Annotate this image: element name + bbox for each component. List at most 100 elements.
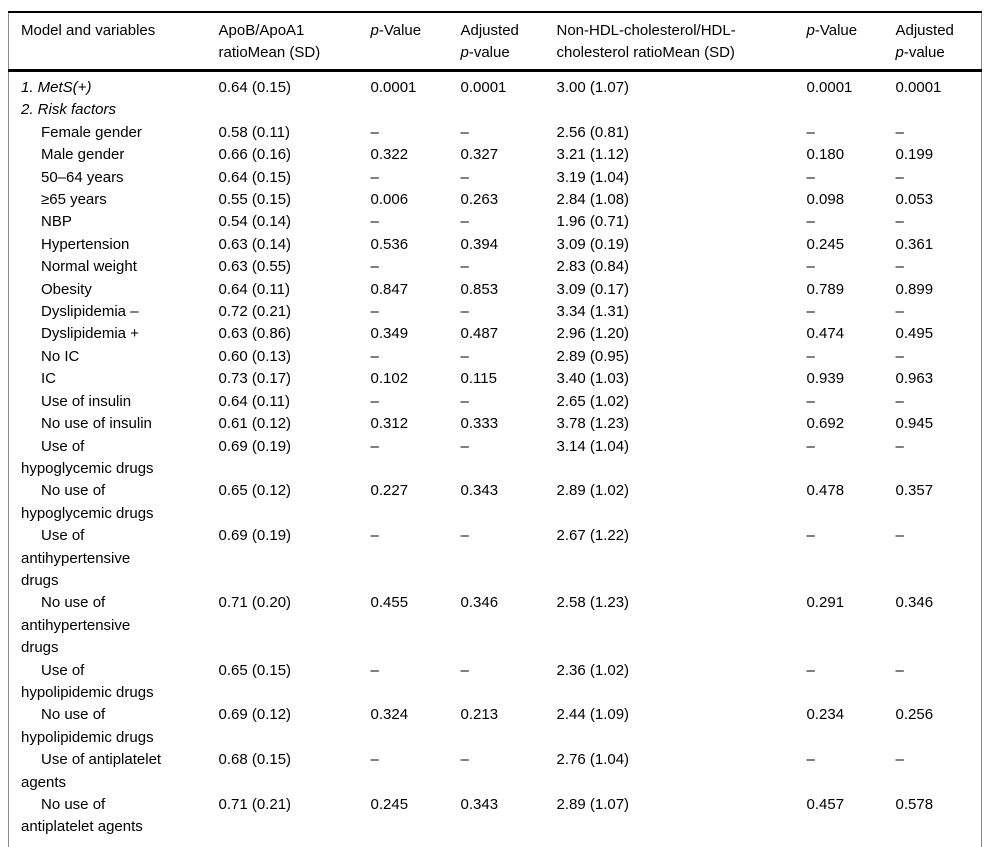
value-cell: 0.006 — [370, 191, 409, 209]
value-cell: 2.96 (1.20) — [556, 325, 630, 343]
value-cell: 2.58 (1.23) — [556, 594, 630, 612]
value-cell: 0.324 — [370, 706, 409, 724]
value-cell: – — [460, 213, 469, 231]
value-cell: 3.09 (0.17) — [556, 280, 630, 298]
value-cell: 0.69 (0.19) — [218, 527, 292, 545]
value-cell: – — [895, 527, 904, 545]
value-cell: 0.789 — [806, 280, 845, 298]
value-cell: – — [806, 527, 815, 545]
value-cell: 0.945 — [895, 415, 934, 433]
value-cell: – — [460, 168, 469, 186]
value-cell: 0.69 (0.19) — [218, 437, 292, 455]
value-cell: 0.263 — [460, 191, 499, 209]
value-cell: – — [460, 258, 469, 276]
value-cell: – — [895, 347, 904, 365]
value-cell: 0.394 — [460, 235, 499, 253]
row-label: 50–64 years — [41, 168, 124, 186]
value-cell: – — [895, 303, 904, 321]
value-cell: 0.312 — [370, 415, 409, 433]
value-cell: 2.44 (1.09) — [556, 706, 630, 724]
value-cell: 0.578 — [895, 796, 934, 813]
value-cell: 3.09 (0.19) — [556, 235, 630, 253]
value-cell: 0.65 (0.15) — [218, 661, 292, 679]
row-label: ≥65 years — [41, 191, 107, 209]
p-symbol: p — [806, 22, 815, 39]
value-cell: 0.899 — [895, 280, 934, 298]
value-cell: 0.0001 — [806, 79, 853, 96]
value-cell: 0.053 — [895, 191, 934, 209]
value-cell: 0.199 — [895, 146, 934, 164]
value-cell: – — [370, 168, 379, 186]
value-cell: 0.349 — [370, 325, 409, 343]
value-cell: 2.65 (1.02) — [556, 392, 630, 410]
value-cell: 2.67 (1.22) — [556, 527, 630, 545]
value-cell: 0.291 — [806, 594, 845, 612]
table-row: Dyslipidemia – 0.72 (0.21) – – 3.34 (1.31) – – — [9, 301, 982, 323]
value-cell: 0.69 (0.12) — [218, 706, 292, 724]
value-cell: 3.78 (1.23) — [556, 415, 630, 433]
header-apob-apoa1-ratio: ApoB/ApoA1 ratioMean (SD) — [206, 12, 359, 72]
value-cell — [884, 99, 982, 121]
value-cell: 0.54 (0.14) — [218, 213, 292, 231]
value-cell: 0.346 — [460, 594, 499, 612]
p-value-suffix: -value — [903, 44, 945, 61]
value-cell: 0.71 (0.20) — [218, 594, 292, 612]
table-row: No use of antihypertensive drugs 0.71 (0.… — [9, 592, 982, 659]
value-cell: – — [460, 392, 469, 410]
value-cell: – — [370, 213, 379, 231]
value-cell: 0.115 — [460, 370, 497, 388]
value-cell: 0.0001 — [370, 79, 417, 96]
row-label: No use of antihypertensive drugs — [21, 594, 131, 657]
value-cell: 0.474 — [806, 325, 845, 343]
table-row: 50–64 years 0.64 (0.15) – – 3.19 (1.04) – – — [9, 167, 982, 189]
value-cell: 0.102 — [370, 370, 409, 388]
header-model-and-variables: Model and variables — [8, 12, 207, 72]
row-label: Male gender — [41, 146, 125, 164]
value-cell: 3.40 (1.03) — [556, 370, 630, 388]
value-cell: – — [460, 123, 469, 141]
value-cell: 1.96 (0.71) — [556, 213, 630, 231]
value-cell: 0.245 — [370, 796, 409, 813]
row-label: Use of antiplatelet agents — [21, 751, 162, 791]
table-row: Female gender 0.58 (0.11) – – 2.56 (0.81) – – — [9, 122, 982, 144]
value-cell: 0.361 — [895, 235, 934, 253]
table-row: 1. MetS(+) 0.64 (0.15) 0.0001 0.0001 3.00 (1… — [9, 71, 982, 100]
value-cell: – — [460, 751, 469, 769]
row-label: No use of antiplatelet agents — [21, 796, 143, 836]
value-cell: 0.478 — [806, 482, 845, 500]
value-cell: 3.21 (1.12) — [556, 146, 630, 164]
row-label: Use of hypoglycemic drugs — [21, 437, 154, 477]
value-cell: 0.098 — [806, 191, 845, 209]
table-row: Male gender 0.66 (0.16) 0.322 0.327 3.21 (1.… — [9, 144, 982, 166]
table-body: 1. MetS(+) 0.64 (0.15) 0.0001 0.0001 3.00 (1… — [9, 71, 982, 847]
table-row: No use of insulin 0.61 (0.12) 0.312 0.333 3.… — [9, 413, 982, 435]
value-cell — [359, 99, 449, 121]
row-label: 1. MetS(+) — [21, 79, 92, 96]
value-cell: 0.60 (0.13) — [218, 347, 292, 365]
header-nonhdl-hdl-ratio: Non-HDL-cholesterol/HDL- cholesterol rat… — [544, 12, 795, 72]
value-cell: 3.19 (1.04) — [556, 168, 630, 186]
table-row: No use of antiplatelet agents 0.71 (0.21)… — [9, 794, 982, 847]
value-cell: 0.64 (0.11) — [218, 392, 290, 410]
value-cell — [449, 99, 545, 121]
table-row: Normal weight 0.63 (0.55) – – 2.83 (0.84) – – — [9, 256, 982, 278]
value-cell: 3.14 (1.04) — [556, 437, 630, 455]
value-cell: 0.72 (0.21) — [218, 303, 292, 321]
value-cell: 0.61 (0.12) — [218, 415, 292, 433]
value-cell: 0.55 (0.15) — [218, 191, 292, 209]
value-cell: 0.853 — [460, 280, 499, 298]
value-cell — [207, 99, 359, 121]
table-row: Use of insulin 0.64 (0.11) – – 2.65 (1.02) – – — [9, 391, 982, 413]
row-label: IC — [41, 370, 56, 388]
row-label: Obesity — [41, 280, 92, 298]
header-p-value-2: p-Value — [794, 12, 884, 72]
table-row: No IC 0.60 (0.13) – – 2.89 (0.95) – – — [9, 346, 982, 368]
value-cell: – — [460, 661, 469, 679]
value-cell: 0.64 (0.11) — [218, 280, 290, 298]
header-p-value-1: p-Value — [358, 12, 449, 72]
value-cell: 2.84 (1.08) — [556, 191, 630, 209]
value-cell: – — [895, 258, 904, 276]
table-row: ≥65 years 0.55 (0.15) 0.006 0.263 2.84 (1.08… — [9, 189, 982, 211]
value-cell: 3.00 (1.07) — [556, 79, 630, 96]
